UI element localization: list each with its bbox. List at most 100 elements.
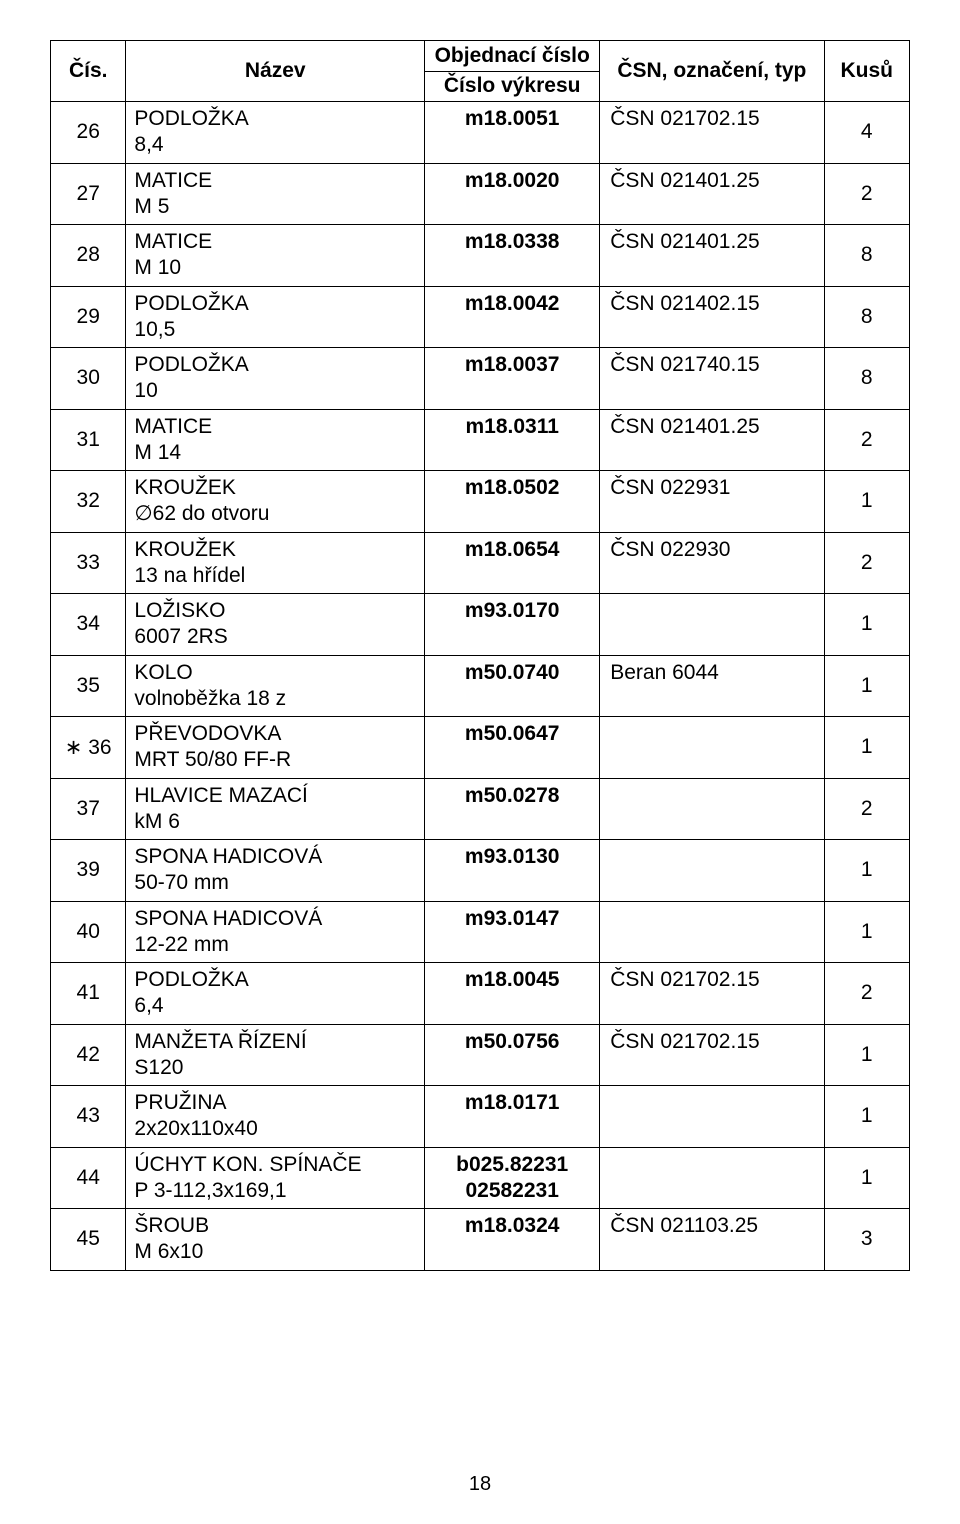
cell-name-line2: M 14	[134, 440, 416, 466]
cell-obj: m50.0278	[425, 778, 600, 840]
cell-csn: ČSN 021702.15	[600, 963, 824, 1025]
cell-name-line1: PODLOŽKA	[134, 352, 416, 378]
cell-name-line1: MATICE	[134, 229, 416, 255]
cell-name-line2: 8,4	[134, 132, 416, 158]
cell-name: LOŽISKO6007 2RS	[126, 594, 425, 656]
cell-name-line1: PODLOŽKA	[134, 291, 416, 317]
cell-cis: 26	[51, 102, 126, 164]
table-row: 30PODLOŽKA10m18.0037ČSN 021740.158	[51, 348, 910, 410]
cell-cis: 35	[51, 655, 126, 717]
cell-obj: m93.0147	[425, 901, 600, 963]
cell-csn-text: ČSN 021740.15	[610, 352, 813, 378]
cell-name: KROUŽEK∅62 do otvoru	[126, 471, 425, 533]
cell-name-line1: KROUŽEK	[134, 475, 416, 501]
cell-name-line2: M 10	[134, 255, 416, 281]
cell-obj: m50.0740	[425, 655, 600, 717]
header-obj: Objednací číslo Číslo výkresu	[425, 41, 600, 102]
cell-name-line1: HLAVICE MAZACÍ	[134, 783, 416, 809]
cell-obj: m18.0654	[425, 532, 600, 594]
cell-csn	[600, 1147, 824, 1209]
cell-cis: 34	[51, 594, 126, 656]
cell-name: PRUŽINA2x20x110x40	[126, 1086, 425, 1148]
cell-cis: 28	[51, 225, 126, 287]
cell-obj: m93.0170	[425, 594, 600, 656]
cell-obj-line1: m50.0740	[429, 660, 595, 686]
cell-name: PŘEVODOVKAMRT 50/80 FF-R	[126, 717, 425, 779]
cell-csn-text: ČSN 021401.25	[610, 414, 813, 440]
cell-csn-text: ČSN 021401.25	[610, 168, 813, 194]
cell-name: PODLOŽKA6,4	[126, 963, 425, 1025]
table-row: 35KOLOvolnoběžka 18 zm50.0740Beran 60441	[51, 655, 910, 717]
table-row: 29PODLOŽKA10,5m18.0042 ČSN 021402.15 8	[51, 286, 910, 348]
cell-name: MATICEM 5	[126, 163, 425, 225]
cell-name-line1: LOŽISKO	[134, 598, 416, 624]
cell-csn: ČSN 022931	[600, 471, 824, 533]
table-row: 41PODLOŽKA6,4m18.0045ČSN 021702.152	[51, 963, 910, 1025]
table-row: 27MATICEM 5m18.0020ČSN 021401.252	[51, 163, 910, 225]
cell-name-line1: ÚCHYT KON. SPÍNAČE	[134, 1152, 416, 1178]
cell-kus: 1	[824, 1147, 910, 1209]
cell-csn-text: ČSN 022931	[610, 475, 813, 501]
cell-name-line1: SPONA HADICOVÁ	[134, 906, 416, 932]
table-row: 34LOŽISKO6007 2RSm93.0170 1	[51, 594, 910, 656]
cell-kus: 1	[824, 594, 910, 656]
cell-obj-line2: 02582231	[429, 1178, 595, 1204]
cell-obj-line1: m18.0311	[429, 414, 595, 440]
cell-name: KOLOvolnoběžka 18 z	[126, 655, 425, 717]
table-row: 37HLAVICE MAZACÍkM 6m50.02782	[51, 778, 910, 840]
cell-cis: 31	[51, 409, 126, 471]
table-row: 43PRUŽINA2x20x110x40m18.01711	[51, 1086, 910, 1148]
table-row: 44ÚCHYT KON. SPÍNAČEP 3-112,3x169,1b025.…	[51, 1147, 910, 1209]
table-row: 42MANŽETA ŘÍZENÍS120m50.0756ČSN 021702.1…	[51, 1024, 910, 1086]
cell-name: ŠROUBM 6x10	[126, 1209, 425, 1271]
cell-name-line1: SPONA HADICOVÁ	[134, 844, 416, 870]
cell-name: MANŽETA ŘÍZENÍS120	[126, 1024, 425, 1086]
cell-obj-line1: m18.0020	[429, 168, 595, 194]
cell-name: SPONA HADICOVÁ12-22 mm	[126, 901, 425, 963]
cell-kus: 8	[824, 286, 910, 348]
cell-obj-line1: m18.0051	[429, 106, 595, 132]
page-number: 18	[0, 1473, 960, 1496]
cell-csn	[600, 840, 824, 902]
header-nazev-label: Název	[245, 59, 306, 83]
cell-cis: 42	[51, 1024, 126, 1086]
cell-obj-line1: m18.0042	[429, 291, 595, 317]
cell-cis: 39	[51, 840, 126, 902]
cell-name-line1: ŠROUB	[134, 1213, 416, 1239]
cell-csn: ČSN 021402.15	[600, 286, 824, 348]
header-obj-bot: Číslo výkresu	[444, 74, 581, 98]
table-row: 33KROUŽEK13 na hřídelm18.0654ČSN 0229302	[51, 532, 910, 594]
cell-cis: 32	[51, 471, 126, 533]
cell-obj: m18.0020	[425, 163, 600, 225]
cell-name: HLAVICE MAZACÍkM 6	[126, 778, 425, 840]
table-body: 26PODLOŽKA8,4m18.0051ČSN 021702.15427MAT…	[51, 102, 910, 1271]
cell-csn: ČSN 021702.15	[600, 1024, 824, 1086]
cell-name: PODLOŽKA10,5	[126, 286, 425, 348]
table-row: 31MATICEM 14m18.0311 ČSN 021401.25 2	[51, 409, 910, 471]
cell-obj-line1: m18.0502	[429, 475, 595, 501]
cell-kus: 2	[824, 409, 910, 471]
cell-name-line1: PŘEVODOVKA	[134, 721, 416, 747]
cell-obj: m93.0130	[425, 840, 600, 902]
cell-name: MATICEM 14	[126, 409, 425, 471]
header-cis-label: Čís.	[69, 59, 108, 83]
cell-kus: 1	[824, 655, 910, 717]
cell-obj-line1: m18.0037	[429, 352, 595, 378]
cell-kus: 2	[824, 532, 910, 594]
parts-table: Čís. Název Objednací číslo Číslo výkresu…	[50, 40, 910, 1271]
cell-kus: 2	[824, 963, 910, 1025]
cell-cis: 37	[51, 778, 126, 840]
cell-obj-line1: m93.0170	[429, 598, 595, 624]
cell-obj-line1: m50.0278	[429, 783, 595, 809]
cell-kus: 1	[824, 471, 910, 533]
cell-csn-text: ČSN 021402.15	[610, 291, 813, 317]
cell-obj: m18.0037	[425, 348, 600, 410]
header-csn-label: ČSN, označení, typ	[617, 59, 806, 83]
cell-name-line1: KOLO	[134, 660, 416, 686]
cell-name-line2: volnoběžka 18 z	[134, 686, 416, 712]
cell-cis: 29	[51, 286, 126, 348]
cell-name: KROUŽEK13 na hřídel	[126, 532, 425, 594]
cell-name-line2: 2x20x110x40	[134, 1116, 416, 1142]
cell-name: PODLOŽKA10	[126, 348, 425, 410]
cell-csn: ČSN 021702.15	[600, 102, 824, 164]
